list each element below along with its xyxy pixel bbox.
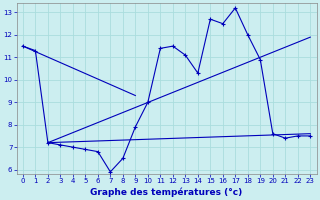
X-axis label: Graphe des températures (°c): Graphe des températures (°c) (91, 187, 243, 197)
